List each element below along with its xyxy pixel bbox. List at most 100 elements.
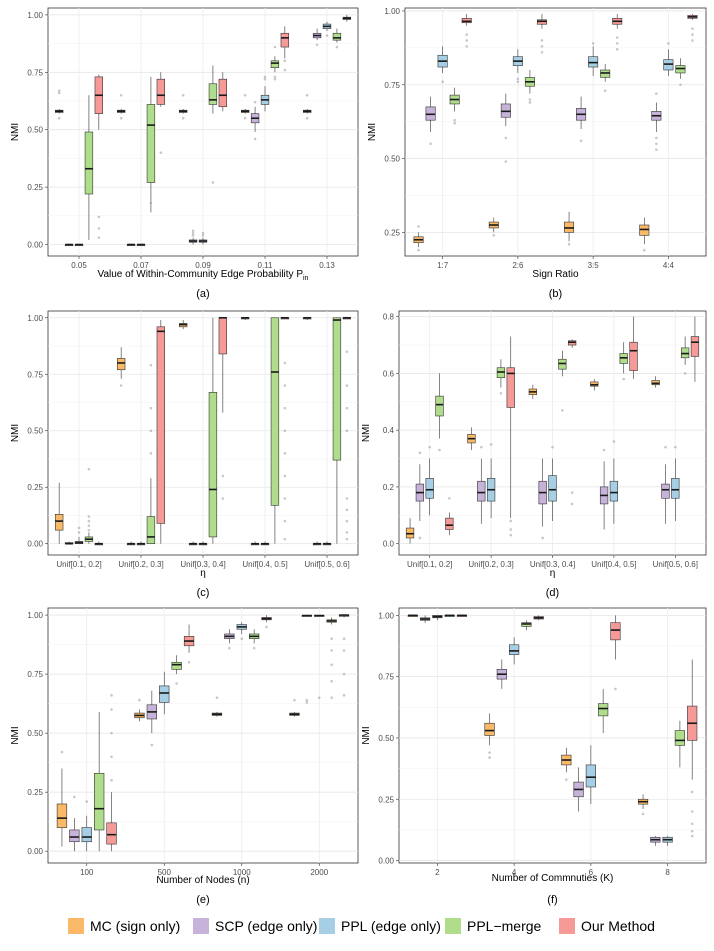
- box-our: [106, 822, 117, 845]
- outlier-point: [448, 496, 451, 500]
- outlier-point: [615, 42, 619, 45]
- box-our: [280, 32, 290, 48]
- outlier-point: [615, 48, 619, 51]
- outlier-point: [138, 698, 141, 702]
- x-tick-label: Unif[0.2, 0.3]: [118, 560, 163, 569]
- legend-label: SCP (edge only): [215, 918, 317, 934]
- box-pplm: [208, 83, 218, 105]
- x-axis-label: Value of Within-Community Edge Probabili…: [98, 269, 309, 282]
- outlier-point: [253, 100, 257, 104]
- y-tick-label: 0.50: [384, 155, 400, 164]
- outlier-point: [345, 508, 349, 512]
- outlier-point: [97, 227, 101, 230]
- x-axis-label: η: [200, 568, 206, 579]
- x-axis-label: Number of Commnuties (K): [492, 873, 614, 884]
- outlier-point: [655, 136, 658, 140]
- box-ppl: [609, 480, 619, 502]
- panel-a: 0.00 0.25 0.50 0.75 1.00 0.05 0.07 0.09 0.11 0.13…: [10, 7, 359, 300]
- y-tick-label: 0.00: [27, 540, 43, 549]
- plot-area: [398, 607, 707, 864]
- box-scp: [477, 480, 486, 502]
- x-tick-label: 2: [435, 868, 440, 877]
- outlier-point: [551, 445, 554, 449]
- outlier-point: [119, 116, 123, 120]
- outlier-point: [614, 687, 617, 691]
- outlier-point: [181, 93, 185, 97]
- outlier-point: [215, 696, 219, 700]
- box-ppl: [509, 644, 520, 655]
- outlier-point: [110, 779, 113, 782]
- y-tick-label: 0.75: [27, 670, 43, 679]
- x-tick-label: Unif[0.3, 0.4]: [180, 560, 225, 569]
- x-tick-label: 100: [80, 868, 94, 877]
- outlier-point: [509, 528, 513, 531]
- outlier-point: [77, 531, 81, 534]
- x-tick-label: Unif[0.5, 0.6]: [304, 560, 349, 569]
- box-pplm: [332, 32, 342, 41]
- box-pplm: [208, 392, 218, 538]
- outlier-point: [453, 118, 456, 122]
- box-mc: [484, 722, 495, 736]
- outlier-point: [293, 698, 296, 702]
- outlier-point: [655, 148, 658, 152]
- outlier-point: [283, 68, 287, 72]
- outlier-point: [683, 372, 687, 375]
- x-tick-label: 4: [512, 868, 517, 877]
- outlier-point: [345, 519, 349, 523]
- outlier-point: [330, 637, 333, 640]
- x-tick-label: 0.07: [133, 261, 149, 270]
- y-tick-label: 0.25: [27, 183, 43, 192]
- outlier-point: [110, 694, 113, 697]
- box-our: [156, 78, 166, 105]
- outlier-point: [516, 77, 520, 81]
- outlier-point: [87, 515, 91, 518]
- y-axis-label: NMI: [361, 726, 372, 744]
- y-axis-label: NMI: [361, 424, 372, 442]
- outlier-point: [87, 528, 91, 532]
- outlier-point: [418, 451, 422, 455]
- outlier-point: [87, 519, 91, 523]
- outlier-point: [149, 429, 153, 433]
- y-tick-label: 1.00: [27, 611, 43, 620]
- outlier-point: [283, 474, 287, 478]
- outlier-point: [252, 646, 256, 650]
- outlier-point: [561, 409, 564, 412]
- outlier-point: [345, 406, 349, 410]
- outlier-point: [315, 43, 319, 47]
- outlier-point: [283, 497, 287, 500]
- outlier-point: [565, 778, 568, 781]
- outlier-point: [345, 384, 349, 387]
- outlier-point: [73, 795, 76, 799]
- box-pplm: [146, 516, 156, 545]
- outlier-point: [541, 536, 544, 540]
- outlier-point: [691, 39, 694, 42]
- x-tick-label: Unif[0.3, 0.4]: [530, 560, 575, 569]
- outlier-point: [567, 242, 571, 246]
- x-tick-label: Unif[0.1, 0.2]: [56, 560, 101, 569]
- y-tick-label: 0.00: [378, 857, 394, 866]
- outlier-point: [119, 93, 123, 97]
- box-our: [218, 78, 228, 108]
- outlier-point: [325, 34, 329, 37]
- box-mc: [116, 358, 126, 371]
- outlier-point: [283, 537, 287, 541]
- box-ppl: [81, 827, 92, 843]
- outlier-point: [150, 743, 154, 747]
- outlier-point: [305, 93, 309, 97]
- y-axis-label: NMI: [10, 123, 21, 141]
- outlier-point: [509, 533, 513, 537]
- outlier-point: [540, 39, 544, 42]
- outlier-point: [345, 497, 349, 500]
- legend-swatch-ppl: [319, 918, 335, 934]
- outlier-point: [273, 77, 277, 81]
- outlier-point: [345, 350, 349, 353]
- box-ppl: [671, 478, 680, 499]
- y-tick-label: 1.00: [27, 314, 43, 323]
- outlier-point: [453, 121, 456, 125]
- outlier-point: [119, 384, 123, 387]
- y-axis-label: NMI: [10, 726, 21, 744]
- panel-caption: (a): [196, 288, 209, 300]
- outlier-point: [489, 443, 493, 446]
- legend-label: MC (sign only): [90, 918, 180, 934]
- x-axis-label: Sign Ratio: [532, 269, 579, 280]
